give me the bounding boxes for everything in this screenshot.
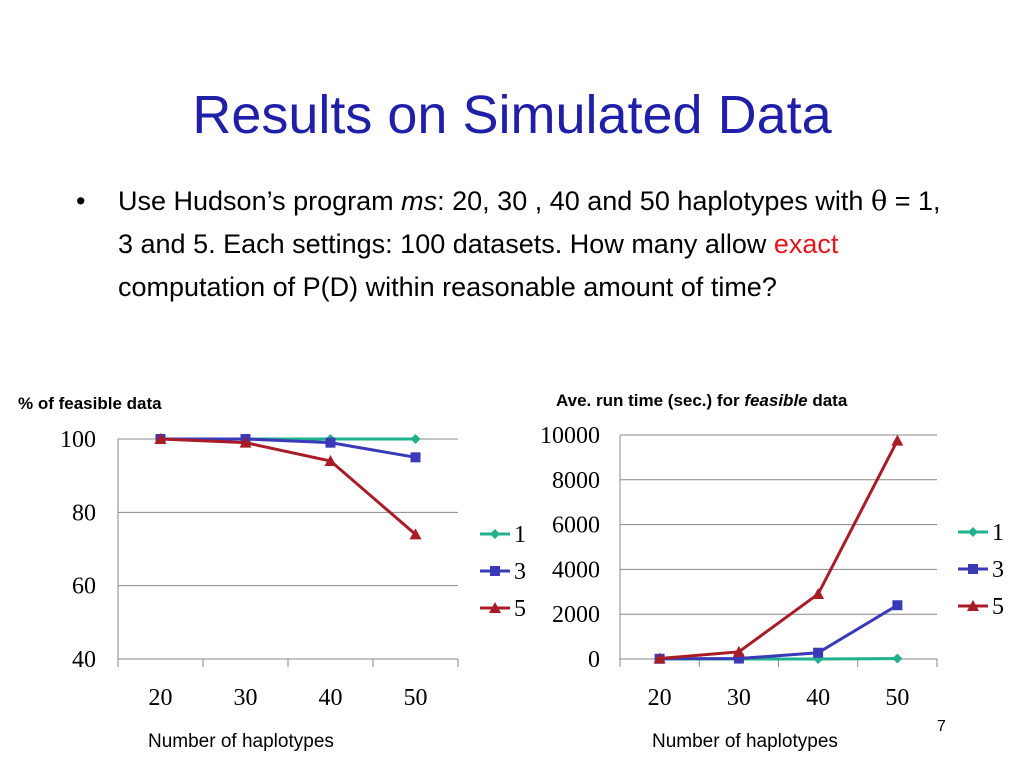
left-series-3-point bbox=[410, 452, 421, 463]
left-series-5-point bbox=[409, 528, 422, 540]
right-ytick-label: 0 bbox=[588, 647, 600, 673]
right-series-3-point bbox=[892, 600, 903, 611]
right-legend-1-label: 1 bbox=[992, 520, 1004, 546]
bullet-program-name: ms bbox=[401, 186, 438, 216]
right-chart-title-part: Ave. run time (sec.) for bbox=[556, 391, 745, 410]
right-legend-3-label: 3 bbox=[992, 557, 1004, 583]
right-legend-3-marker bbox=[968, 564, 978, 574]
left-legend-1-marker bbox=[490, 529, 500, 539]
right-xtick-label: 30 bbox=[727, 685, 751, 711]
left-series-1-point bbox=[410, 434, 421, 444]
left-series-5-point bbox=[239, 436, 252, 448]
left-legend-5-marker bbox=[489, 602, 501, 613]
bullet-text-part: = 1, 3 and 5. Each settings: 100 dataset… bbox=[118, 186, 941, 259]
left-legend-5-label: 5 bbox=[514, 596, 526, 622]
left-xtick-label: 20 bbox=[149, 685, 173, 711]
right-xtick-label: 40 bbox=[806, 685, 830, 711]
left-series-3-line bbox=[160, 437, 416, 459]
left-legend-3-marker bbox=[490, 566, 500, 576]
right-ytick-label: 2000 bbox=[552, 602, 600, 628]
bullet-text-part: Use Hudson’s program bbox=[118, 186, 402, 216]
left-ytick-label: 40 bbox=[72, 647, 96, 673]
right-series-5-point bbox=[812, 588, 825, 600]
left-series-5-point bbox=[154, 433, 167, 444]
left-chart-title: % of feasible data bbox=[18, 394, 162, 413]
left-ytick-label: 60 bbox=[72, 574, 96, 600]
right-series-1-point bbox=[892, 653, 903, 664]
right-legend-1-marker bbox=[968, 527, 978, 537]
right-series-5-point bbox=[653, 652, 666, 664]
right-series-3-line bbox=[659, 603, 899, 661]
right-ytick-label: 4000 bbox=[552, 557, 600, 583]
right-series-3-point bbox=[733, 653, 744, 664]
right-legend-5-label: 5 bbox=[992, 594, 1004, 620]
right-ytick-label: 10000 bbox=[540, 423, 600, 449]
right-series-5-line bbox=[659, 439, 899, 661]
bullet-item: • Use Hudson’s program ms: 20, 30 , 40 a… bbox=[76, 180, 956, 309]
bullet-text-part: : 20, 30 , 40 and 50 haplotypes with bbox=[437, 186, 871, 216]
right-legend-5-marker bbox=[967, 600, 979, 611]
right-chart-title: Ave. run time (sec.) for feasible data bbox=[556, 391, 847, 411]
left-ytick-label: 80 bbox=[72, 500, 96, 526]
bullet-highlight-exact: exact bbox=[773, 229, 839, 259]
slide-title: Results on Simulated Data bbox=[192, 85, 832, 145]
left-ytick-label: 100 bbox=[60, 427, 96, 453]
left-xaxis-title: Number of haplotypes bbox=[148, 731, 334, 752]
bullet-text: Use Hudson’s program ms: 20, 30 , 40 and… bbox=[118, 180, 956, 309]
left-legend-3-label: 3 bbox=[514, 559, 526, 585]
left-series-5-line bbox=[160, 437, 417, 536]
right-chart-title-part: data bbox=[807, 391, 848, 410]
page-number: 7 bbox=[937, 718, 946, 735]
right-ytick-label: 6000 bbox=[552, 513, 600, 539]
right-chart-title-italic: feasible bbox=[744, 391, 808, 410]
right-xaxis-title: Number of haplotypes bbox=[652, 731, 838, 752]
right-series-3-point bbox=[813, 647, 824, 658]
bullet-text-part: computation of P(D) within reasonable am… bbox=[118, 272, 777, 302]
right-series-5-point bbox=[732, 645, 745, 657]
left-xtick-label: 30 bbox=[234, 685, 258, 711]
left-xtick-label: 40 bbox=[319, 685, 343, 711]
right-xtick-label: 20 bbox=[648, 685, 672, 711]
left-series-5-point bbox=[324, 455, 337, 466]
left-xtick-label: 50 bbox=[404, 685, 428, 711]
right-xtick-label: 50 bbox=[885, 685, 909, 711]
left-legend-1-label: 1 bbox=[514, 522, 526, 548]
bullet-theta-symbol: θ bbox=[870, 186, 888, 217]
left-series-3-point bbox=[325, 437, 336, 448]
right-series-5-point bbox=[891, 434, 904, 446]
bullet-marker: • bbox=[76, 186, 86, 216]
right-ytick-label: 8000 bbox=[552, 468, 600, 494]
